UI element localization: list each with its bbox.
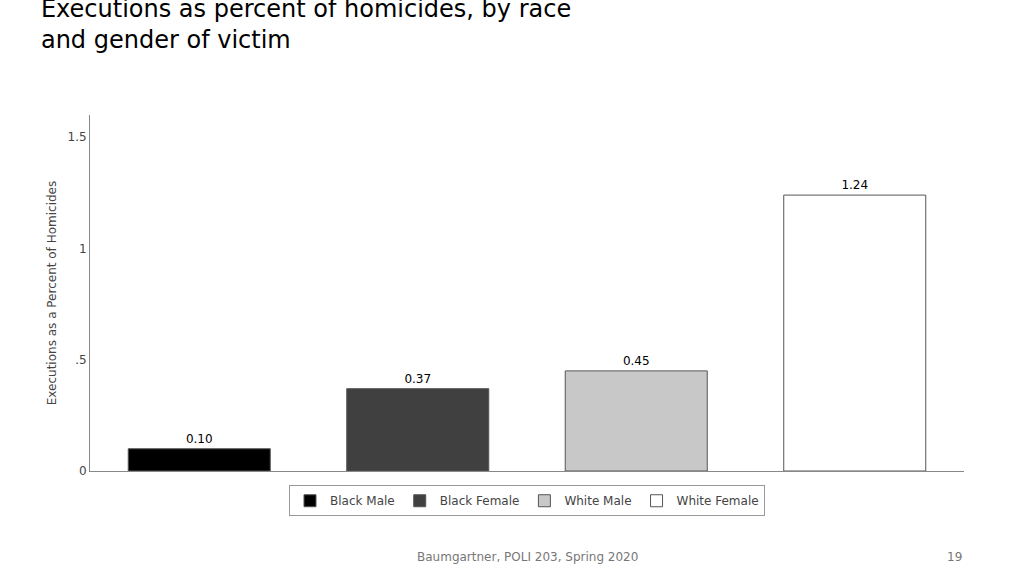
svg-text:White Female: White Female	[677, 494, 759, 508]
svg-text:1.5: 1.5	[68, 130, 87, 144]
svg-text:1.24: 1.24	[841, 178, 868, 192]
svg-text:Executions as a Percent of Hom: Executions as a Percent of Homicides	[45, 181, 59, 405]
svg-text:0: 0	[79, 464, 87, 478]
svg-text:Executions as percent of homic: Executions as percent of homicides, by r…	[41, 0, 571, 54]
svg-text:0.37: 0.37	[404, 372, 431, 386]
svg-text:0.10: 0.10	[186, 432, 213, 446]
svg-text:Baumgartner, POLI 203, Spring: Baumgartner, POLI 203, Spring 2020	[417, 550, 638, 564]
svg-text:1: 1	[79, 242, 87, 256]
svg-text:.5: .5	[75, 353, 86, 367]
svg-text:Black Female: Black Female	[440, 494, 520, 508]
svg-text:White Male: White Male	[564, 494, 631, 508]
svg-text:19: 19	[947, 550, 962, 564]
svg-text:0.45: 0.45	[623, 354, 650, 368]
svg-text:Black Male: Black Male	[330, 494, 395, 508]
